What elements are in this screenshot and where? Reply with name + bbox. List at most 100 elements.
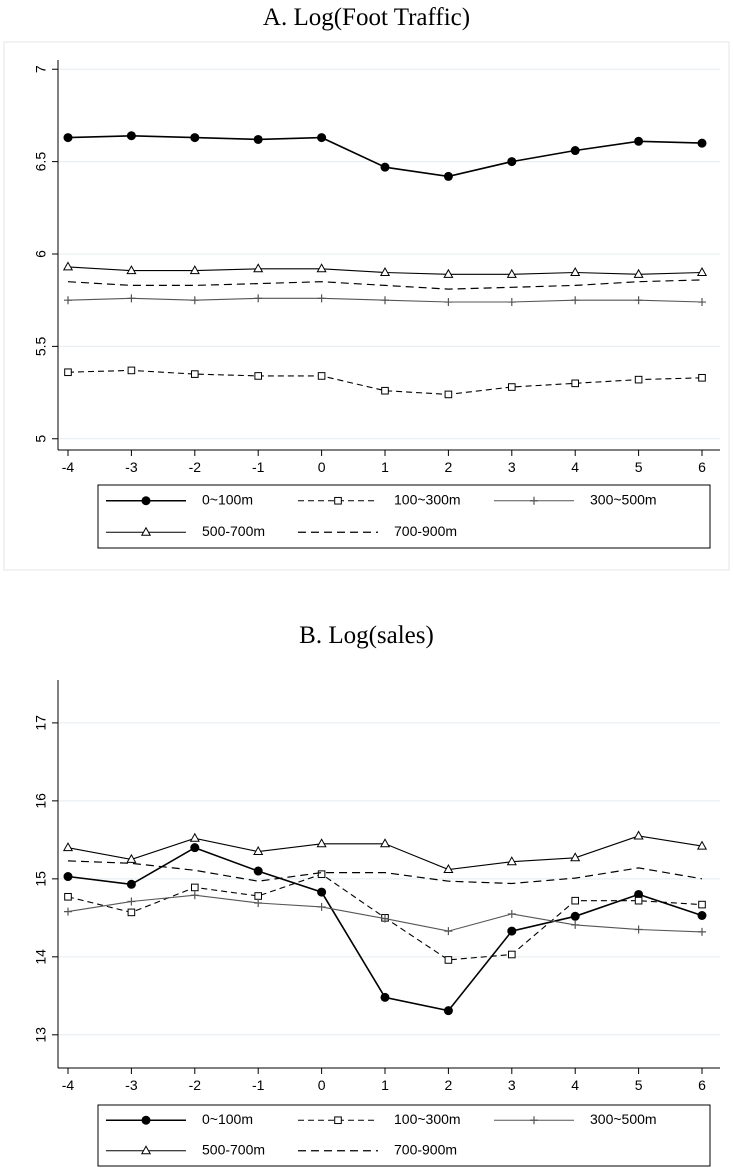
x-tick-label: 3: [508, 459, 516, 475]
y-tick-label: 13: [33, 1027, 49, 1043]
x-tick-label: 6: [698, 459, 706, 475]
data-point: [381, 296, 389, 305]
data-point: [507, 298, 516, 307]
data-point: [317, 887, 327, 897]
data-point: [570, 146, 580, 156]
legend-label: 500-700m: [202, 523, 265, 539]
legend-label: 100~300m: [394, 1111, 461, 1127]
data-point: [189, 832, 200, 842]
data-point: [253, 866, 263, 876]
y-tick-label: 6: [33, 250, 49, 258]
x-tick-label: 1: [381, 459, 389, 475]
x-tick-label: -2: [189, 459, 202, 475]
data-point: [381, 386, 389, 395]
chart-panel-0: 5 5.5 6 6.5 7 -4 -3 -2 -1 0 1 2 3 4 5 6 0~100m 100~300m 30…: [3, 41, 730, 571]
data-point: [64, 892, 72, 901]
y-tick-label: 17: [33, 715, 49, 731]
data-point: [634, 889, 644, 899]
data-point: [570, 911, 580, 921]
series-line-700-900m: [67, 860, 703, 885]
legend-label: 300~500m: [590, 491, 657, 507]
data-point: [317, 870, 326, 878]
legend: 0~100m 100~300m 300~500m 500-700m 700-900m: [97, 1104, 711, 1167]
data-point: [253, 134, 263, 144]
data-point: [379, 266, 391, 276]
data-point: [189, 265, 200, 275]
legend-marker: [334, 1116, 342, 1125]
series-line-100~300m: [67, 369, 703, 395]
data-point: [571, 296, 580, 305]
data-point: [443, 268, 454, 278]
x-tick-label: 2: [445, 1077, 453, 1093]
data-point: [633, 830, 644, 840]
legend-label: 300~500m: [590, 1111, 657, 1127]
data-point: [508, 950, 516, 959]
data-point: [507, 909, 516, 918]
data-point: [508, 383, 516, 391]
x-tick-label: 2: [445, 459, 453, 475]
legend-label: 700-900m: [394, 523, 457, 539]
data-point: [443, 1006, 453, 1016]
x-tick-label: 1: [381, 1077, 389, 1093]
x-tick-label: 4: [571, 459, 579, 475]
data-point: [506, 856, 517, 866]
legend-marker: [141, 1115, 151, 1125]
y-tick-label: 15: [33, 871, 49, 887]
data-point: [697, 910, 707, 920]
chart-panel-1: 13 14 15 16 17 -4 -3 -2 -1 0 1 2 3 4 5 6 0~100m 100~300m 3…: [33, 680, 720, 1167]
y-tick-label: 16: [33, 793, 49, 809]
data-point: [379, 838, 391, 848]
data-point: [444, 927, 453, 936]
data-point: [443, 863, 454, 873]
data-point: [380, 162, 390, 172]
x-tick-label: 5: [635, 459, 643, 475]
x-tick-label: -2: [189, 1077, 202, 1093]
legend-marker: [140, 526, 152, 536]
data-point: [127, 908, 136, 917]
x-tick-label: 3: [508, 1077, 516, 1093]
x-tick-label: 5: [635, 1077, 643, 1093]
data-point: [127, 897, 136, 906]
legend-marker: [140, 1145, 152, 1155]
data-point: [126, 131, 136, 141]
x-tick-label: 4: [571, 1077, 579, 1093]
y-tick-label: 5: [33, 435, 49, 443]
data-point: [634, 296, 643, 305]
data-point: [696, 840, 708, 850]
legend-label: 100~300m: [394, 491, 461, 507]
data-point: [634, 925, 643, 934]
legend-label: 0~100m: [202, 1111, 253, 1127]
data-point: [316, 263, 327, 273]
data-point: [190, 891, 199, 900]
data-point: [381, 914, 389, 923]
data-point: [253, 846, 264, 856]
x-tick-label: -1: [252, 459, 265, 475]
data-point: [696, 266, 708, 276]
x-tick-label: 6: [698, 1077, 706, 1093]
data-point: [506, 268, 517, 278]
legend-box: [97, 1104, 711, 1167]
x-tick-label: -4: [62, 459, 75, 475]
data-point: [697, 138, 707, 148]
data-point: [126, 265, 137, 275]
data-point: [698, 927, 706, 936]
data-point: [253, 263, 264, 273]
legend-marker: [530, 496, 538, 505]
data-point: [317, 133, 327, 143]
data-point: [634, 375, 643, 384]
data-point: [698, 373, 706, 382]
data-point: [570, 852, 581, 862]
panel-a-title: A. Log(Foot Traffic): [262, 4, 471, 31]
y-tick-label: 5.5: [33, 336, 49, 356]
data-point: [126, 879, 136, 889]
data-point: [126, 853, 137, 863]
data-point: [698, 298, 706, 307]
data-point: [190, 296, 199, 305]
x-tick-label: 0: [318, 1077, 326, 1093]
data-point: [698, 900, 706, 909]
data-point: [190, 133, 200, 143]
legend: 0~100m 100~300m 300~500m 500-700m 700-900m: [97, 484, 711, 549]
legend-label: 0~100m: [202, 491, 253, 507]
x-tick-label: -3: [125, 1077, 138, 1093]
legend-label: 700-900m: [394, 1141, 457, 1157]
